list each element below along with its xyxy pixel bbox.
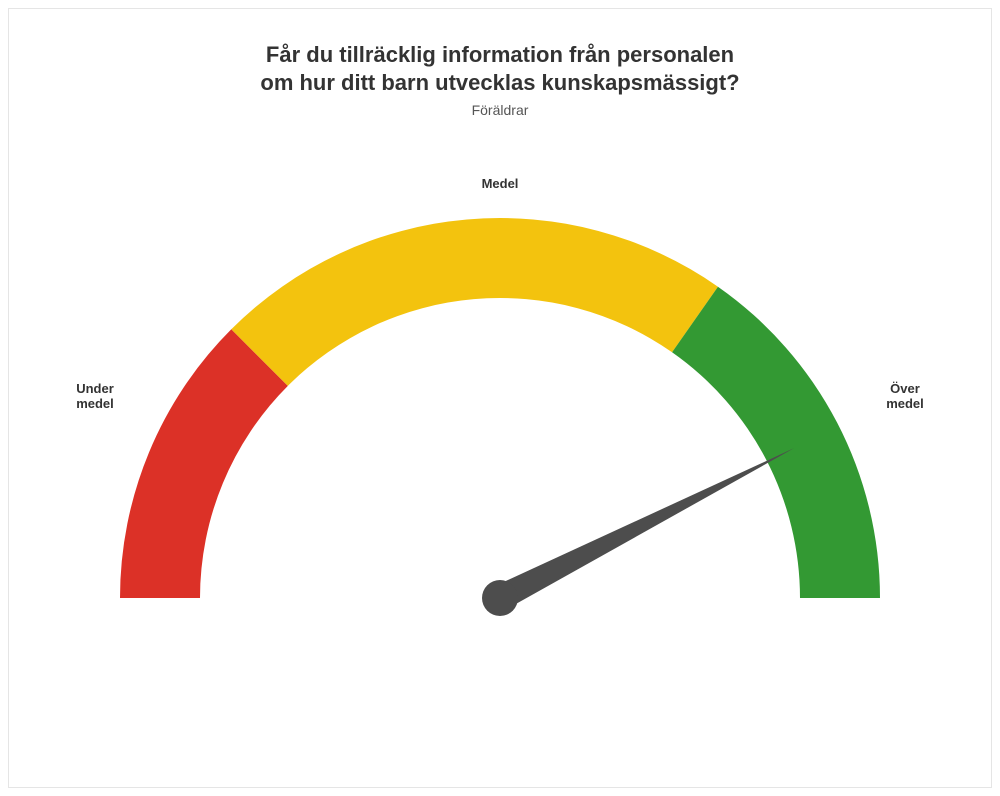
gauge-label-under: Undermedel xyxy=(76,381,114,411)
gauge-segment-medel xyxy=(231,218,718,386)
gauge-label-over: Övermedel xyxy=(886,381,924,411)
gauge-segment-under xyxy=(120,329,288,598)
title-line-1: Får du tillräcklig information från pers… xyxy=(266,42,734,67)
gauge-segment-over xyxy=(672,287,880,598)
chart-subtitle: Föräldrar xyxy=(9,102,991,118)
chart-frame: Får du tillräcklig information från pers… xyxy=(8,8,992,788)
gauge-needle xyxy=(494,448,794,609)
gauge-label-medel: Medel xyxy=(482,176,519,191)
gauge-container: Undermedel Medel Övermedel xyxy=(9,138,991,658)
gauge-hub xyxy=(482,580,518,616)
title-line-2: om hur ditt barn utvecklas kunskapsmässi… xyxy=(260,70,739,95)
gauge-chart: Undermedel Medel Övermedel xyxy=(60,138,940,658)
chart-title: Får du tillräcklig information från pers… xyxy=(9,41,991,96)
